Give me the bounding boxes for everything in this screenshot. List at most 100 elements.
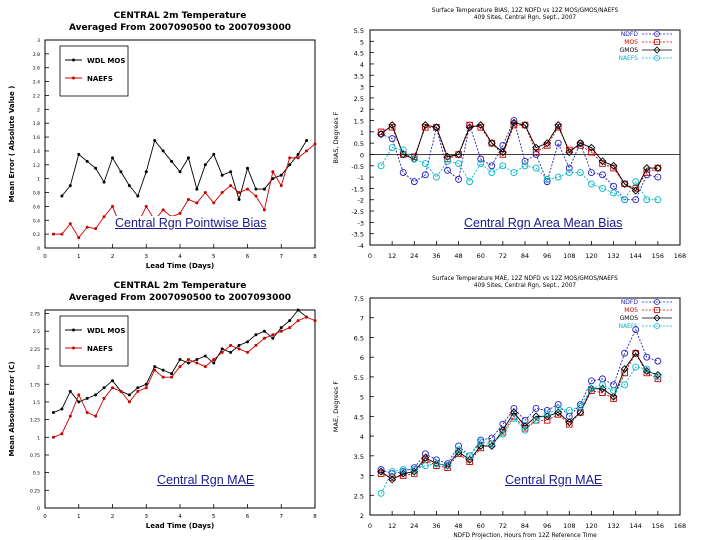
- series-line-ndfd: [380, 119, 658, 201]
- data-point: [654, 373, 662, 381]
- x-tick-label: 120: [585, 522, 597, 530]
- x-tick-label: 1: [77, 514, 81, 520]
- data-point: [305, 149, 309, 153]
- y-tick-label: 0.5: [354, 140, 364, 148]
- data-point: [654, 196, 662, 204]
- y-tick-label: 0.5: [33, 471, 40, 477]
- data-point: [610, 387, 618, 395]
- y-tick-label: 2.5: [354, 492, 364, 500]
- x-tick-label: 5: [212, 254, 216, 260]
- chart-title: CENTRAL 2m Temperature: [114, 11, 247, 21]
- data-point: [212, 152, 216, 156]
- x-tick-label: 12: [388, 522, 396, 530]
- x-tick-label: 108: [563, 522, 575, 530]
- data-point: [642, 164, 651, 172]
- x-tick-label: 6: [246, 254, 250, 260]
- data-point: [510, 414, 518, 422]
- data-point: [203, 163, 207, 167]
- data-point: [455, 446, 463, 454]
- data-point: [178, 211, 182, 215]
- data-point: [313, 142, 317, 146]
- data-point: [271, 336, 275, 340]
- y-tick-label: 0.4: [33, 218, 40, 224]
- series-line-naefs: [53, 143, 316, 239]
- data-point: [411, 470, 418, 477]
- series-line-gmos: [380, 122, 658, 192]
- y-tick-label: 6.5: [354, 334, 364, 342]
- data-point: [643, 353, 651, 361]
- y-tick-label: 0.25: [30, 488, 40, 494]
- data-point: [599, 389, 606, 396]
- y-tick-label: 1.8: [33, 121, 40, 127]
- chart-subtitle: 409 Sites, Central Rgn, Sept., 2007: [474, 283, 577, 289]
- data-point: [576, 139, 585, 148]
- legend-marker: [654, 323, 660, 329]
- data-point: [237, 191, 241, 195]
- legend-marker: [72, 346, 75, 350]
- data-point: [388, 135, 396, 143]
- y-tick-label: 0: [37, 506, 40, 512]
- data-point: [465, 455, 474, 464]
- x-tick-label: 36: [432, 522, 440, 530]
- legend-label: MOS: [624, 39, 638, 46]
- data-point: [631, 186, 640, 195]
- data-point: [554, 405, 562, 412]
- data-point: [488, 162, 496, 170]
- data-point: [599, 184, 606, 192]
- caption-area-mae: Central Rgn MAE: [503, 473, 605, 487]
- data-point: [654, 357, 662, 365]
- x-tick-label: 1: [77, 254, 81, 260]
- data-point: [153, 368, 157, 372]
- data-point: [632, 185, 639, 192]
- data-point: [632, 196, 640, 204]
- data-point: [212, 361, 216, 365]
- legend-marker: [654, 39, 660, 45]
- y-tick-label: 0.6: [33, 204, 40, 210]
- data-point: [186, 361, 190, 365]
- data-point: [598, 384, 607, 393]
- data-point: [498, 426, 507, 435]
- data-point: [178, 358, 182, 361]
- x-axis-label: Lead Time (Days): [146, 262, 214, 270]
- data-point: [410, 155, 418, 163]
- data-point: [51, 435, 55, 439]
- x-tick-label: 0: [43, 254, 47, 260]
- data-point: [60, 194, 64, 198]
- data-point: [476, 121, 485, 129]
- data-point: [102, 180, 106, 184]
- data-point: [399, 466, 407, 474]
- data-point: [203, 365, 207, 369]
- data-point: [305, 315, 309, 319]
- x-tick-label: 96: [543, 522, 551, 530]
- data-point: [212, 358, 216, 361]
- data-point: [161, 149, 165, 153]
- y-tick-label: 1.5: [354, 118, 364, 126]
- y-tick-label: 1.4: [33, 149, 40, 155]
- data-point: [609, 392, 618, 401]
- data-point: [254, 194, 258, 198]
- data-point: [94, 393, 98, 397]
- data-point: [288, 319, 292, 323]
- data-point: [444, 462, 451, 470]
- x-tick-label: 72: [499, 522, 507, 530]
- data-point: [161, 368, 165, 372]
- data-point: [246, 340, 249, 344]
- data-point: [377, 467, 386, 476]
- x-tick-label: 4: [178, 254, 182, 260]
- data-point: [60, 232, 64, 236]
- data-point: [632, 326, 640, 334]
- data-point: [443, 152, 452, 161]
- y-tick-label: 3: [37, 38, 40, 44]
- data-point: [119, 389, 123, 393]
- legend-box: [59, 315, 129, 367]
- y-tick-label: 4: [360, 433, 364, 441]
- data-point: [543, 178, 551, 186]
- y-axis-label: BIAS, Degrees F: [332, 111, 340, 163]
- data-point: [399, 469, 408, 478]
- data-point: [576, 408, 585, 417]
- data-point: [279, 184, 283, 188]
- data-point: [229, 184, 233, 188]
- data-point: [254, 187, 258, 191]
- data-point: [178, 170, 182, 174]
- x-tick-label: 12: [388, 252, 396, 260]
